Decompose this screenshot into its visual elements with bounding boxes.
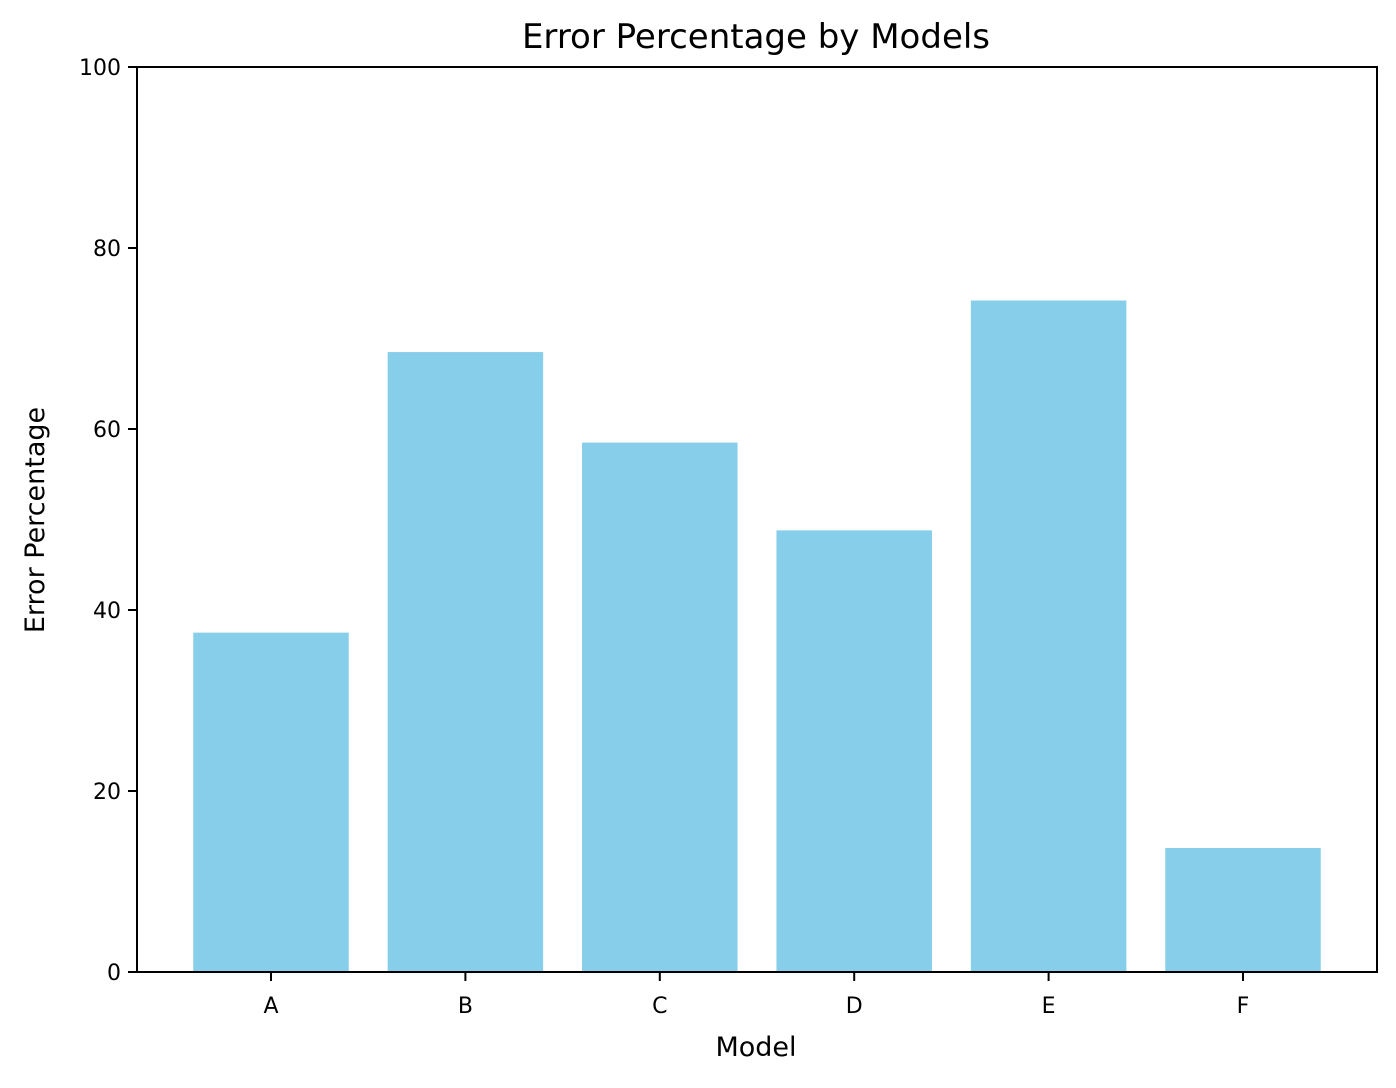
y-tick-label: 60: [93, 418, 121, 443]
bar-e: [970, 300, 1127, 972]
y-tick-label: 0: [107, 961, 121, 986]
bar-d: [776, 530, 932, 972]
x-tick-label: C: [652, 994, 667, 1019]
y-tick-label: 80: [93, 237, 121, 262]
x-tick-label: D: [846, 994, 863, 1019]
bar-f: [1165, 848, 1321, 972]
y-axis-label: Error Percentage: [20, 407, 51, 633]
plot-frame: [136, 66, 1378, 973]
y-ticks-layer: 0 20 40 60 80 100: [79, 56, 137, 986]
y-tick-label: 20: [93, 780, 121, 805]
y-tick-label: 40: [93, 599, 121, 624]
y-tick-label: 100: [79, 56, 121, 81]
x-tick-label: A: [263, 994, 278, 1019]
bar-b: [387, 352, 544, 972]
bar-c: [582, 442, 738, 973]
x-axis-label: Model: [715, 1032, 796, 1063]
x-tick-label: F: [1237, 994, 1250, 1019]
x-tick-label: B: [458, 994, 473, 1019]
bars-layer: [193, 300, 1321, 973]
bar-a: [193, 632, 349, 973]
x-ticks-layer: A B C D E F: [263, 972, 1249, 1019]
x-tick-label: E: [1042, 994, 1056, 1019]
chart-title: Error Percentage by Models: [522, 17, 990, 57]
